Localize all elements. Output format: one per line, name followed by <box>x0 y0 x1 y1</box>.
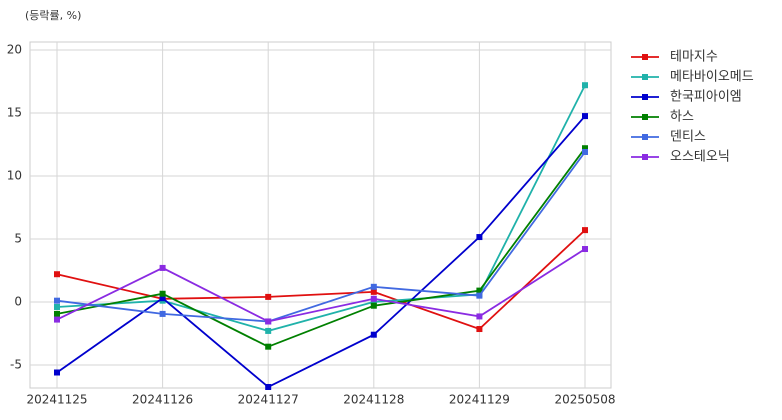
point <box>582 82 588 89</box>
point <box>582 227 588 234</box>
x-tick-label: 20241128 <box>343 393 404 407</box>
x-tick-label: 20241129 <box>449 393 510 407</box>
series-line <box>56 147 586 348</box>
series-line <box>56 115 586 389</box>
point <box>582 246 588 253</box>
y-tick-label: -5 <box>10 357 22 371</box>
point <box>265 327 272 334</box>
point <box>265 383 272 390</box>
series-line <box>56 84 586 332</box>
y-tick-label: 0 <box>14 294 22 308</box>
legend-label: 오스테오닉 <box>670 150 730 165</box>
legend-marker <box>642 74 648 80</box>
x-tick-label: 20241127 <box>238 393 299 407</box>
legend-marker <box>642 94 648 100</box>
point <box>370 298 377 305</box>
point <box>159 310 166 317</box>
x-tick-label: 20241125 <box>26 393 87 407</box>
point <box>582 148 588 155</box>
y-tick-label: 10 <box>7 168 22 182</box>
x-tick-label: 20241126 <box>132 393 193 407</box>
point <box>476 234 483 241</box>
point <box>159 264 166 271</box>
legend-marker <box>642 54 648 60</box>
point <box>265 318 272 325</box>
point <box>54 297 60 304</box>
series-line <box>56 151 586 323</box>
point <box>370 288 377 295</box>
point <box>476 326 483 333</box>
legend-label: 테마지수 <box>670 50 718 65</box>
point <box>476 313 483 320</box>
legend-marker <box>642 154 648 160</box>
point <box>265 293 272 300</box>
legend-label: 메타바이오메드 <box>670 70 754 85</box>
point <box>54 316 60 323</box>
point <box>54 303 60 310</box>
legend-label: 하스 <box>670 110 694 125</box>
point <box>370 331 377 338</box>
point <box>476 292 483 299</box>
legend-label: 덴티스 <box>670 130 706 145</box>
series-line <box>56 248 586 323</box>
point <box>582 145 588 152</box>
legend-label: 한국피아이엠 <box>670 90 742 105</box>
y-tick-label: 20 <box>7 42 22 56</box>
series-line <box>56 229 586 331</box>
y-axis-label: (등락률, %) <box>25 9 81 22</box>
point <box>370 302 377 309</box>
point <box>159 295 166 302</box>
point <box>54 369 60 376</box>
point <box>159 290 166 297</box>
point <box>370 283 377 290</box>
point <box>54 310 60 317</box>
y-tick-label: 15 <box>7 105 22 119</box>
point <box>476 287 483 294</box>
point <box>370 295 377 302</box>
y-tick-label: 5 <box>14 231 22 245</box>
legend-marker <box>642 114 648 120</box>
point <box>265 343 272 350</box>
legend-marker <box>642 134 648 140</box>
plot-frame <box>29 41 612 389</box>
point <box>54 271 60 278</box>
x-tick-label: 20250508 <box>554 393 615 407</box>
point <box>582 113 588 120</box>
